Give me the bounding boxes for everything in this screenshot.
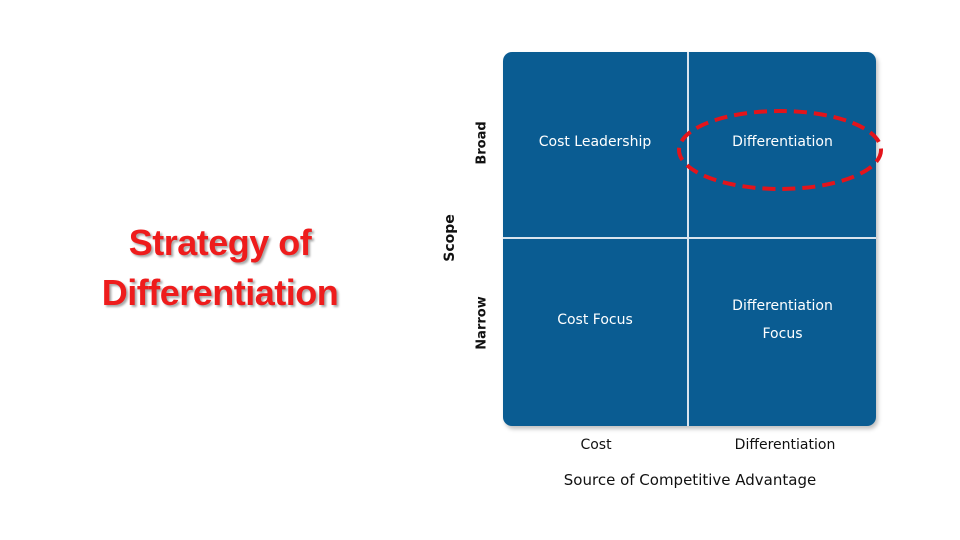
y-axis-title: Scope	[442, 214, 458, 262]
quadrant-differentiation: Differentiation	[732, 134, 833, 150]
quadrant-cost-leadership: Cost Leadership	[538, 134, 652, 150]
highlight-oval	[677, 109, 883, 191]
quadrant-differentiation-focus-line-2: Focus	[762, 326, 803, 342]
y-axis-label-narrow: Narrow	[474, 296, 490, 350]
quadrant-differentiation-focus: Differentiation Focus	[689, 292, 876, 348]
slide-title: Strategy of Differentiation	[60, 218, 380, 318]
slide-title-line-1: Strategy of	[128, 222, 312, 263]
x-axis-title: Source of Competitive Advantage	[563, 471, 817, 489]
highlight-oval-ellipse	[677, 109, 883, 191]
quadrant-cost-focus: Cost Focus	[557, 312, 633, 328]
x-axis-label-cost: Cost	[580, 437, 612, 453]
y-axis-label-broad: Broad	[474, 121, 490, 165]
strategy-matrix: Cost Leadership Differentiation Cost Foc…	[503, 52, 876, 426]
slide-title-line-2: Differentiation	[101, 272, 339, 313]
matrix-vertical-divider	[687, 52, 689, 426]
quadrant-differentiation-focus-line-1: Differentiation	[732, 298, 833, 314]
matrix-horizontal-divider	[503, 237, 876, 239]
x-axis-label-differentiation: Differentiation	[734, 437, 836, 453]
